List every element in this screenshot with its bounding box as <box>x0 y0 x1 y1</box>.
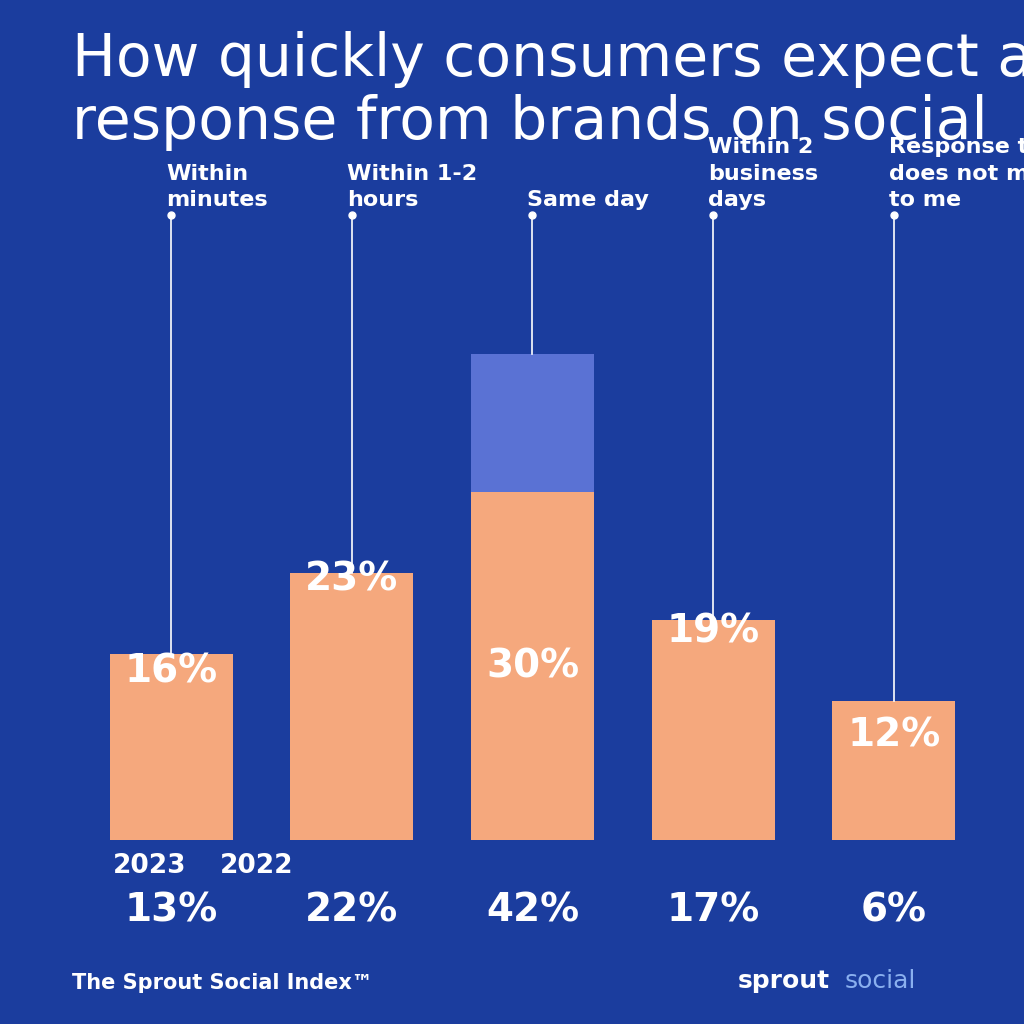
Bar <box>833 770 955 840</box>
Text: The Sprout Social Index™: The Sprout Social Index™ <box>72 973 373 993</box>
Text: 2022: 2022 <box>220 853 294 880</box>
Text: 2023: 2023 <box>113 853 186 880</box>
Bar <box>291 585 414 840</box>
Text: sprout: sprout <box>737 970 829 993</box>
Text: 42%: 42% <box>486 892 579 930</box>
Text: 17%: 17% <box>667 892 760 930</box>
Text: 6%: 6% <box>861 892 927 930</box>
Bar <box>471 353 594 840</box>
Text: 23%: 23% <box>305 560 398 598</box>
Bar <box>471 493 594 840</box>
Text: 16%: 16% <box>125 653 218 691</box>
Text: 13%: 13% <box>125 892 218 930</box>
Text: Within 1-2
hours: Within 1-2 hours <box>347 164 477 210</box>
Text: How quickly consumers expect a
response from brands on social: How quickly consumers expect a response … <box>72 31 1024 152</box>
Text: 12%: 12% <box>847 717 940 755</box>
Bar <box>110 654 232 840</box>
Bar <box>651 643 774 840</box>
Text: 19%: 19% <box>667 612 760 650</box>
Text: Within 2
business
days: Within 2 business days <box>708 137 818 210</box>
Text: Same day: Same day <box>527 189 649 210</box>
Text: 22%: 22% <box>305 892 398 930</box>
Bar <box>833 700 955 840</box>
Text: 30%: 30% <box>486 647 579 685</box>
Bar <box>291 573 414 840</box>
Text: Within
minutes: Within minutes <box>166 164 267 210</box>
Bar <box>110 689 232 840</box>
Bar <box>651 620 774 840</box>
Text: Response time
does not matter
to me: Response time does not matter to me <box>889 137 1024 210</box>
Text: social: social <box>845 970 916 993</box>
